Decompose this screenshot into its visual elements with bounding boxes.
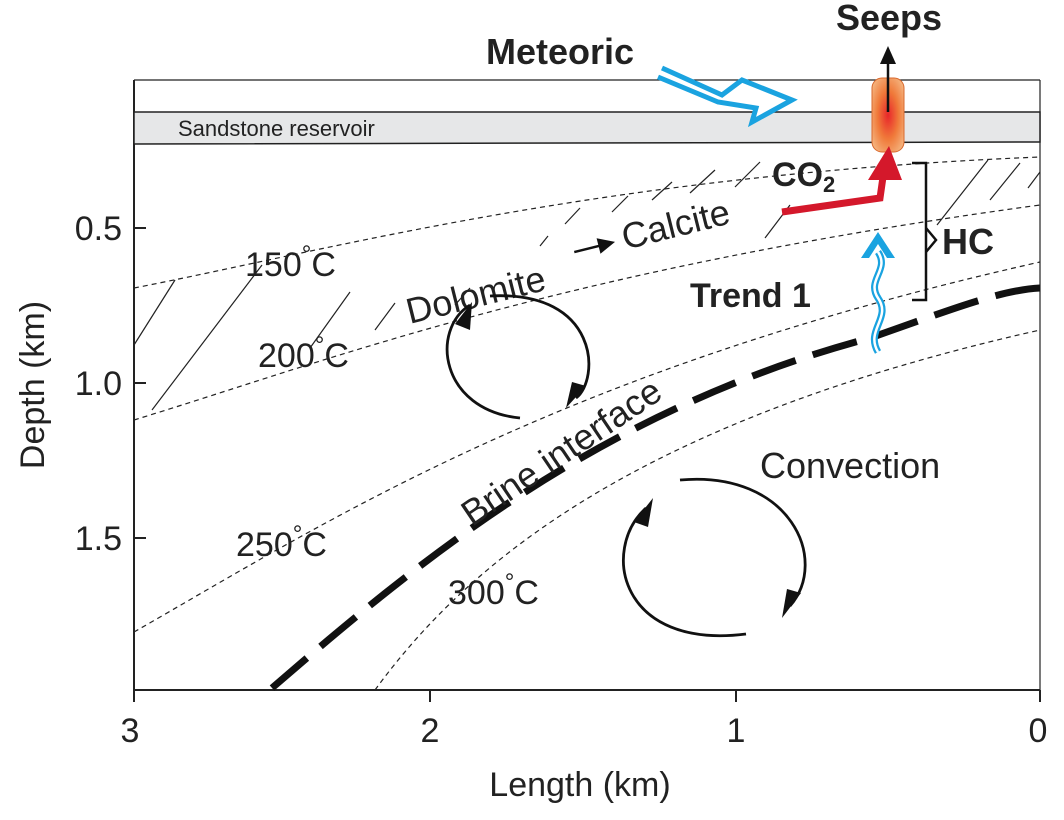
meteoric-label: Meteoric (486, 31, 634, 72)
iso300-degree: ° (505, 569, 515, 596)
iso250-degree: ° (293, 521, 303, 548)
meteoric-arrow (657, 65, 798, 128)
small-convection-arrowhead-2 (566, 382, 586, 408)
seeps-label: Seeps (836, 0, 942, 38)
isotherm-250 (133, 261, 1041, 633)
brine-interface-label: Brine interface (454, 370, 669, 534)
x-axis: 3 2 1 0 Length (km) (121, 690, 1048, 804)
small-convection-arc-left (445, 303, 521, 420)
x-tick-label: 1 (727, 712, 746, 750)
trend1-wave-inner (873, 251, 884, 353)
large-convection-arc-left (622, 506, 747, 638)
trend1-arrow (861, 232, 895, 354)
svg-text:300°C: 300°C (448, 569, 539, 612)
isotherms (133, 156, 1041, 691)
iso300-value: 300 (448, 574, 505, 612)
iso300-unit: C (514, 574, 539, 612)
dolomite-label: Dolomite (402, 258, 550, 332)
plot-frame (133, 79, 1041, 691)
iso200-degree: ° (315, 332, 325, 359)
co2-subscript: 2 (823, 172, 835, 197)
brine-interface-line (269, 284, 1041, 691)
large-convection-arrowhead-2 (782, 589, 801, 618)
isotherm-150-upper (133, 156, 1041, 289)
iso250-unit: C (302, 526, 327, 564)
calcite-label: Calcite (617, 191, 734, 257)
iso200-value: 200 (258, 337, 315, 375)
small-convection-cell (445, 294, 591, 420)
large-convection-cell (622, 477, 807, 638)
x-axis-title: Length (km) (489, 766, 670, 804)
large-convection-arrowhead-1 (634, 498, 653, 527)
small-convection-arrowhead-1 (455, 302, 472, 330)
svg-text:150°C: 150°C (245, 241, 336, 284)
dolomite-calcite-arrow (573, 244, 602, 254)
convection-label: Convection (760, 445, 940, 486)
dolomite-calcite-arrowhead (596, 238, 616, 254)
y-axis: 0.5 1.0 1.5 Depth (km) (14, 210, 146, 558)
y-axis-title: Depth (km) (14, 301, 52, 469)
hatch-zone (133, 159, 1041, 411)
seep-plume (871, 46, 905, 153)
seep-arrowhead (880, 46, 896, 64)
isotherm-300 (374, 329, 1041, 691)
isotherm-labels: 150°C 200°C 250°C 300°C (236, 241, 539, 612)
svg-text:200°C: 200°C (258, 332, 349, 375)
dolomite-calcite-group: Dolomite Calcite (402, 191, 734, 332)
co2-arrow (781, 146, 902, 216)
x-tick-label: 0 (1029, 712, 1048, 750)
svg-text:CO2: CO2 (772, 156, 835, 197)
sandstone-label: Sandstone reservoir (178, 116, 375, 141)
large-convection-arc-right (679, 477, 807, 607)
svg-text:250°C: 250°C (236, 521, 327, 564)
co2-arrowhead (868, 146, 902, 180)
iso150-unit: C (311, 246, 336, 284)
x-tick-label: 2 (421, 712, 440, 750)
y-tick-label: 0.5 (75, 210, 122, 248)
y-tick-label: 1.5 (75, 520, 122, 558)
isotherm-150-lower (133, 204, 1041, 421)
iso250-value: 250 (236, 526, 293, 564)
iso150-value: 150 (245, 246, 302, 284)
iso200-unit: C (324, 337, 349, 375)
hc-label: HC (942, 221, 994, 262)
x-tick-label: 3 (121, 712, 140, 750)
trend1-label: Trend 1 (690, 277, 811, 315)
y-tick-label: 1.0 (75, 365, 122, 403)
hc-bracket (912, 161, 938, 302)
sandstone-reservoir-band (133, 111, 1041, 145)
meteoric-arrow-outline (657, 65, 798, 128)
co2-label: CO (772, 156, 823, 194)
trend1-arrowhead (861, 232, 895, 258)
iso150-degree: ° (302, 241, 312, 268)
